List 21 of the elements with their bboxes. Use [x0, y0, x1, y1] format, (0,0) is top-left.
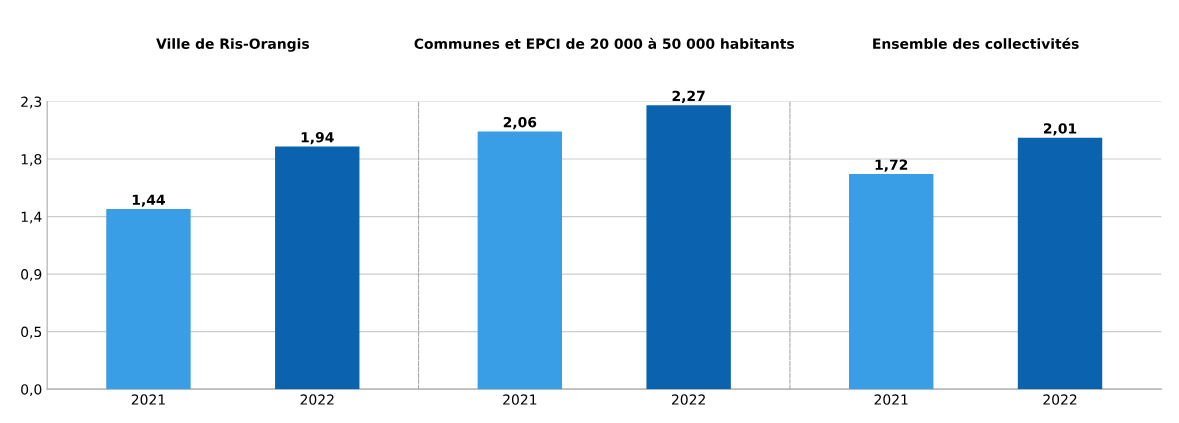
y-tick-label: 1,8	[21, 154, 42, 166]
y-tick-label: 0,9	[21, 269, 42, 281]
x-tick-label: 2022	[1043, 394, 1077, 405]
y-tick-label: 0,0	[21, 384, 42, 397]
x-tick-label: 2021	[131, 394, 165, 405]
chart-title: Ville de Ris-Orangis	[156, 38, 309, 52]
x-tick-label: 2021	[503, 394, 537, 405]
data-label: 2,27	[672, 90, 705, 103]
data-label: 1,94	[301, 131, 334, 145]
data-label: 2,01	[1043, 123, 1077, 136]
data-label: 2,06	[503, 116, 537, 130]
x-tick-label: 2021	[874, 394, 908, 405]
y-tick-label: 1,4	[21, 211, 42, 224]
x-tick-label: 2022	[300, 394, 334, 405]
chart-title: Communes et EPCI de 20 000 à 50 000 habitants	[414, 37, 795, 49]
data-label: 1,44	[132, 194, 165, 207]
chart-title: Ensemble des collectivités	[873, 37, 1079, 49]
data-label: 1,72	[875, 159, 908, 172]
x-tick-label: 2022	[671, 394, 705, 405]
y-tick-label: 2,3	[21, 96, 42, 109]
y-tick-label: 0,5	[21, 326, 42, 339]
